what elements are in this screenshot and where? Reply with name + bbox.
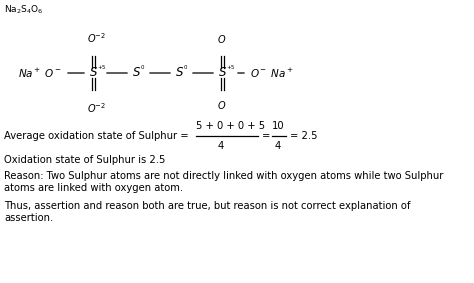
Text: 10: 10 xyxy=(272,121,284,131)
Text: Na$^+$ O$^-$: Na$^+$ O$^-$ xyxy=(18,67,62,80)
Text: O: O xyxy=(218,101,226,111)
Text: O$^{-2}$: O$^{-2}$ xyxy=(87,31,106,45)
Text: S: S xyxy=(90,67,98,80)
Text: 4: 4 xyxy=(218,141,224,151)
Text: $^{0}$: $^{0}$ xyxy=(183,65,188,74)
Text: atoms are linked with oxygen atom.: atoms are linked with oxygen atom. xyxy=(4,183,183,193)
Text: O$^{-2}$: O$^{-2}$ xyxy=(87,101,106,115)
Text: 4: 4 xyxy=(275,141,281,151)
Text: Average oxidation state of Sulphur =: Average oxidation state of Sulphur = xyxy=(4,131,192,141)
Text: $^{0}$: $^{0}$ xyxy=(140,65,145,74)
Text: Thus, assertion and reason both are true, but reason is not correct explanation : Thus, assertion and reason both are true… xyxy=(4,201,410,211)
Text: Reason: Two Sulphur atoms are not directly linked with oxygen atoms while two Su: Reason: Two Sulphur atoms are not direct… xyxy=(4,171,443,181)
Text: 5 + 0 + 0 + 5: 5 + 0 + 0 + 5 xyxy=(196,121,265,131)
Text: O: O xyxy=(218,35,226,45)
Text: Na$_2$S$_4$O$_6$: Na$_2$S$_4$O$_6$ xyxy=(4,4,44,16)
Text: =: = xyxy=(262,131,270,141)
Text: assertion.: assertion. xyxy=(4,213,53,223)
Text: $^{+5}$: $^{+5}$ xyxy=(226,65,236,74)
Text: = 2.5: = 2.5 xyxy=(290,131,318,141)
Text: S: S xyxy=(133,67,140,80)
Text: Oxidation state of Sulphur is 2.5: Oxidation state of Sulphur is 2.5 xyxy=(4,155,165,165)
Text: S: S xyxy=(176,67,183,80)
Text: O$^-$ Na$^+$: O$^-$ Na$^+$ xyxy=(250,67,294,80)
Text: S: S xyxy=(219,67,227,80)
Text: $^{+5}$: $^{+5}$ xyxy=(97,65,107,74)
